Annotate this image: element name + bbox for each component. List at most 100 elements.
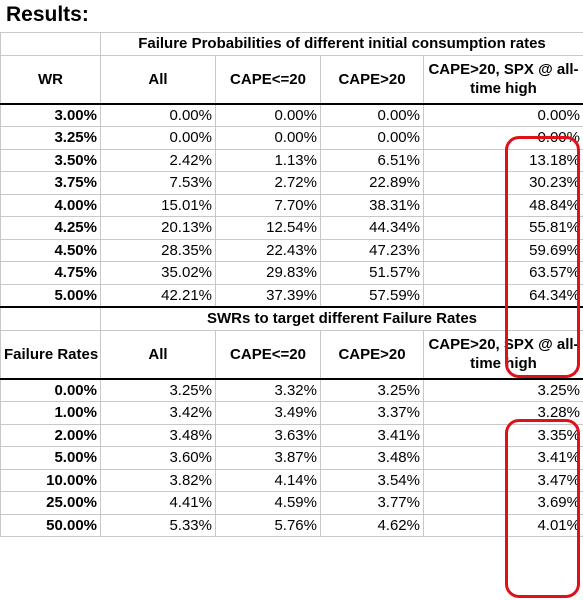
highlight-oval-failure-probabilities xyxy=(505,136,580,378)
table-cell: 22.43% xyxy=(215,238,321,262)
table-cell: 44.34% xyxy=(320,216,424,240)
table-cell: 1.13% xyxy=(215,148,321,172)
table-cell: 35.02% xyxy=(100,261,216,285)
table-cell: 3.42% xyxy=(100,401,216,425)
table-row: 4.00% 15.01% 7.70% 38.31% 48.84% xyxy=(0,193,583,217)
section2-title-row: SWRs to target different Failure Rates xyxy=(0,306,583,331)
row-label: 1.00% xyxy=(0,401,101,425)
table-cell: 2.42% xyxy=(100,148,216,172)
column-header: CAPE>20, SPX @ all-time high xyxy=(423,54,583,104)
table-cell: 3.63% xyxy=(215,423,321,447)
table-cell: 55.81% xyxy=(423,216,583,240)
section2-span-title: SWRs to target different Failure Rates xyxy=(100,306,583,331)
table-cell: 57.59% xyxy=(320,283,424,308)
table-cell: 3.87% xyxy=(215,446,321,470)
table-cell: 38.31% xyxy=(320,193,424,217)
table-cell: 42.21% xyxy=(100,283,216,308)
row-label: 0.00% xyxy=(0,377,101,402)
table-cell: 37.39% xyxy=(215,283,321,308)
table-cell: 3.35% xyxy=(423,423,583,447)
section1-span-title: Failure Probabilities of different initi… xyxy=(100,32,583,56)
table-cell: 22.89% xyxy=(320,171,424,195)
table-row: 4.75% 35.02% 29.83% 51.57% 63.57% xyxy=(0,261,583,285)
table-row: 0.00% 3.25% 3.32% 3.25% 3.25% xyxy=(0,377,583,402)
table-cell: 3.60% xyxy=(100,446,216,470)
table-row: 10.00% 3.82% 4.14% 3.54% 3.47% xyxy=(0,468,583,492)
table-cell: 0.00% xyxy=(215,126,321,150)
column-header: Failure Rates xyxy=(0,329,101,379)
table-cell: 3.77% xyxy=(320,491,424,515)
row-label: 4.00% xyxy=(0,193,101,217)
table-row: 4.25% 20.13% 12.54% 44.34% 55.81% xyxy=(0,216,583,240)
table-cell: 28.35% xyxy=(100,238,216,262)
row-label: 3.25% xyxy=(0,126,101,150)
table-cell: 0.00% xyxy=(423,102,583,127)
column-header: CAPE>20 xyxy=(320,54,424,104)
table-row: 5.00% 42.21% 37.39% 57.59% 64.34% xyxy=(0,283,583,308)
table-cell: 29.83% xyxy=(215,261,321,285)
table-cell: 0.00% xyxy=(215,102,321,127)
table-cell: 5.76% xyxy=(215,513,321,537)
table-cell: 15.01% xyxy=(100,193,216,217)
table-cell: 7.53% xyxy=(100,171,216,195)
table-cell: 4.14% xyxy=(215,468,321,492)
table-cell: 6.51% xyxy=(320,148,424,172)
table-cell: 3.48% xyxy=(100,423,216,447)
table-row: 3.00% 0.00% 0.00% 0.00% 0.00% xyxy=(0,102,583,127)
row-label: 4.25% xyxy=(0,216,101,240)
table-cell: 0.00% xyxy=(320,102,424,127)
table-row: 3.25% 0.00% 0.00% 0.00% 0.00% xyxy=(0,126,583,150)
results-table: Failure Probabilities of different initi… xyxy=(0,32,583,537)
row-label: 2.00% xyxy=(0,423,101,447)
table-cell: 0.00% xyxy=(100,126,216,150)
row-label: 4.50% xyxy=(0,238,101,262)
row-label: 5.00% xyxy=(0,446,101,470)
row-label: 3.00% xyxy=(0,102,101,127)
table-cell: 3.25% xyxy=(423,377,583,402)
column-header: CAPE<=20 xyxy=(215,329,321,379)
table-cell: 48.84% xyxy=(423,193,583,217)
section2-header-row: Failure Rates All CAPE<=20 CAPE>20 CAPE>20, … xyxy=(0,329,583,379)
table-cell: 30.23% xyxy=(423,171,583,195)
row-label: 3.75% xyxy=(0,171,101,195)
table-cell: 3.41% xyxy=(423,446,583,470)
column-header: All xyxy=(100,54,216,104)
table-cell: 3.25% xyxy=(320,377,424,402)
first-col-blank xyxy=(0,306,101,331)
row-label: 5.00% xyxy=(0,283,101,308)
table-cell: 51.57% xyxy=(320,261,424,285)
row-label: 25.00% xyxy=(0,491,101,515)
column-header: CAPE>20 xyxy=(320,329,424,379)
table-row: 25.00% 4.41% 4.59% 3.77% 3.69% xyxy=(0,491,583,515)
table-row: 4.50% 28.35% 22.43% 47.23% 59.69% xyxy=(0,238,583,262)
highlight-oval-swrs xyxy=(505,419,580,598)
table-cell: 20.13% xyxy=(100,216,216,240)
table-cell: 3.37% xyxy=(320,401,424,425)
table-row: 3.50% 2.42% 1.13% 6.51% 13.18% xyxy=(0,148,583,172)
row-label: 3.50% xyxy=(0,148,101,172)
row-label: 10.00% xyxy=(0,468,101,492)
table-cell: 4.01% xyxy=(423,513,583,537)
table-row: 5.00% 3.60% 3.87% 3.48% 3.41% xyxy=(0,446,583,470)
section1-title-row: Failure Probabilities of different initi… xyxy=(0,32,583,56)
table-cell: 3.47% xyxy=(423,468,583,492)
table-cell: 3.25% xyxy=(100,377,216,402)
column-header: CAPE>20, SPX @ all-time high xyxy=(423,329,583,379)
table-cell: 7.70% xyxy=(215,193,321,217)
table-row: 2.00% 3.48% 3.63% 3.41% 3.35% xyxy=(0,423,583,447)
table-cell: 3.41% xyxy=(320,423,424,447)
table-cell: 2.72% xyxy=(215,171,321,195)
table-cell: 4.41% xyxy=(100,491,216,515)
section1-header-row: WR All CAPE<=20 CAPE>20 CAPE>20, SPX @ all-t… xyxy=(0,54,583,104)
table-cell: 3.49% xyxy=(215,401,321,425)
column-header: WR xyxy=(0,54,101,104)
table-cell: 0.00% xyxy=(320,126,424,150)
table-row: 3.75% 7.53% 2.72% 22.89% 30.23% xyxy=(0,171,583,195)
column-header: All xyxy=(100,329,216,379)
first-col-blank xyxy=(0,32,101,56)
row-label: 4.75% xyxy=(0,261,101,285)
table-cell: 4.59% xyxy=(215,491,321,515)
table-row: 1.00% 3.42% 3.49% 3.37% 3.28% xyxy=(0,401,583,425)
table-cell: 3.48% xyxy=(320,446,424,470)
column-header: CAPE<=20 xyxy=(215,54,321,104)
